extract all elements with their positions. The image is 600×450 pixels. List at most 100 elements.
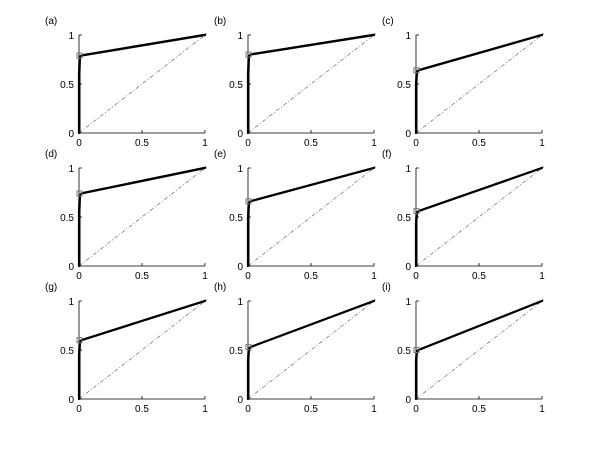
operating-point-marker [245,198,252,205]
y-tick-label: 0 [405,395,411,406]
x-tick-label: 0 [76,404,82,415]
roc-curve [414,299,544,401]
chart-panel: (i) 0 0.5 1 0 0.5 1 [382,282,545,415]
roc-curve-overlay [248,299,376,399]
roc-curve-overlay [416,166,544,266]
x-tick-label: 1 [371,138,377,149]
y-tick-label: 0 [68,395,74,406]
chance-diagonal-line [78,167,206,267]
y-tick-label: 1 [405,31,411,42]
roc-curve [77,33,207,135]
y-tick-label: 0.5 [60,346,74,357]
chart-panel: (e) 0 0.5 1 0 0.5 1 [214,149,377,282]
x-tick-label: 0.5 [304,271,318,282]
y-tick-label: 0.5 [60,80,74,91]
roc-curve [77,299,207,401]
y-tick-label: 0.5 [397,346,411,357]
x-tick-label: 0.5 [135,404,149,415]
chart-panel: (a) 0 0.5 1 0 0.5 1 [45,16,208,149]
y-tick-label: 1 [237,297,243,308]
operating-point-marker [413,347,420,353]
roc-curve-overlay [79,299,207,399]
roc-curve [414,166,544,268]
y-tick-label: 1 [237,31,243,42]
panel-label: (d) [45,149,57,160]
chart-panel: (d) 0 0.5 1 0 0.5 1 [45,149,208,282]
x-tick-label: 1 [371,404,377,415]
y-tick-label: 1 [68,297,74,308]
chart-panel: (b) 0 0.5 1 0 0.5 1 [214,16,377,149]
operating-point-marker [245,51,252,58]
operating-point-marker [76,190,83,197]
x-tick-label: 1 [371,271,377,282]
panel-label: (i) [382,282,391,293]
panel-label: (a) [45,16,57,27]
chance-diagonal-line [78,34,206,134]
x-tick-label: 0.5 [135,138,149,149]
roc-curve-overlay [416,33,544,133]
x-tick-label: 0 [245,138,251,149]
y-tick-label: 0 [237,129,243,140]
y-tick-label: 0 [237,395,243,406]
x-tick-label: 1 [539,271,545,282]
x-tick-label: 1 [202,138,208,149]
operating-point-marker [413,208,420,215]
x-tick-label: 0 [76,271,82,282]
x-tick-label: 1 [539,404,545,415]
x-tick-label: 0.5 [472,404,486,415]
chart-panel: (f) 0 0.5 1 0 0.5 1 [382,149,545,282]
panel-label: (c) [382,16,394,27]
roc-curve [246,33,376,135]
chance-diagonal-line [247,167,375,267]
x-tick-label: 0 [413,404,419,415]
operating-point-marker [76,337,83,344]
operating-point-marker [413,67,420,74]
y-tick-label: 0 [237,262,243,273]
roc-curve-overlay [79,33,207,133]
y-tick-label: 0.5 [229,80,243,91]
x-tick-label: 1 [202,404,208,415]
y-tick-label: 0.5 [60,213,74,224]
panel-label: (f) [382,149,391,160]
operating-point-marker [245,344,252,351]
roc-curve [246,299,376,401]
chart-panel: (c) 0 0.5 1 0 0.5 1 [382,16,545,149]
x-tick-label: 0 [245,271,251,282]
y-tick-label: 0.5 [229,346,243,357]
chart-panel: (h) 0 0.5 1 0 0.5 1 [214,282,377,415]
y-tick-label: 0 [405,262,411,273]
x-tick-label: 0 [76,138,82,149]
roc-curve-overlay [79,166,207,266]
x-tick-label: 0 [245,404,251,415]
chart-panel: (g) 0 0.5 1 0 0.5 1 [45,282,208,415]
y-tick-label: 0.5 [397,213,411,224]
x-tick-label: 0.5 [304,138,318,149]
y-tick-label: 1 [237,164,243,175]
chance-diagonal-line [247,34,375,134]
panel-label: (g) [45,282,57,293]
chance-diagonal-line [415,300,543,400]
chance-diagonal-line [415,167,543,267]
y-tick-label: 0 [405,129,411,140]
x-tick-label: 0.5 [472,138,486,149]
panel-label: (e) [214,149,226,160]
y-tick-label: 0 [68,129,74,140]
y-tick-label: 0.5 [229,213,243,224]
roc-curve [414,33,544,135]
panel-label: (b) [214,16,226,27]
chance-diagonal-line [415,34,543,134]
y-tick-label: 1 [405,164,411,175]
x-tick-label: 0.5 [472,271,486,282]
panel-label: (h) [214,282,226,293]
x-tick-label: 1 [539,138,545,149]
y-tick-label: 1 [68,31,74,42]
roc-curve-overlay [416,299,544,399]
x-tick-label: 1 [202,271,208,282]
y-tick-label: 1 [68,164,74,175]
y-tick-label: 0 [68,262,74,273]
roc-curve-overlay [248,33,376,133]
roc-curve [246,166,376,268]
y-tick-label: 1 [405,297,411,308]
x-tick-label: 0.5 [304,404,318,415]
